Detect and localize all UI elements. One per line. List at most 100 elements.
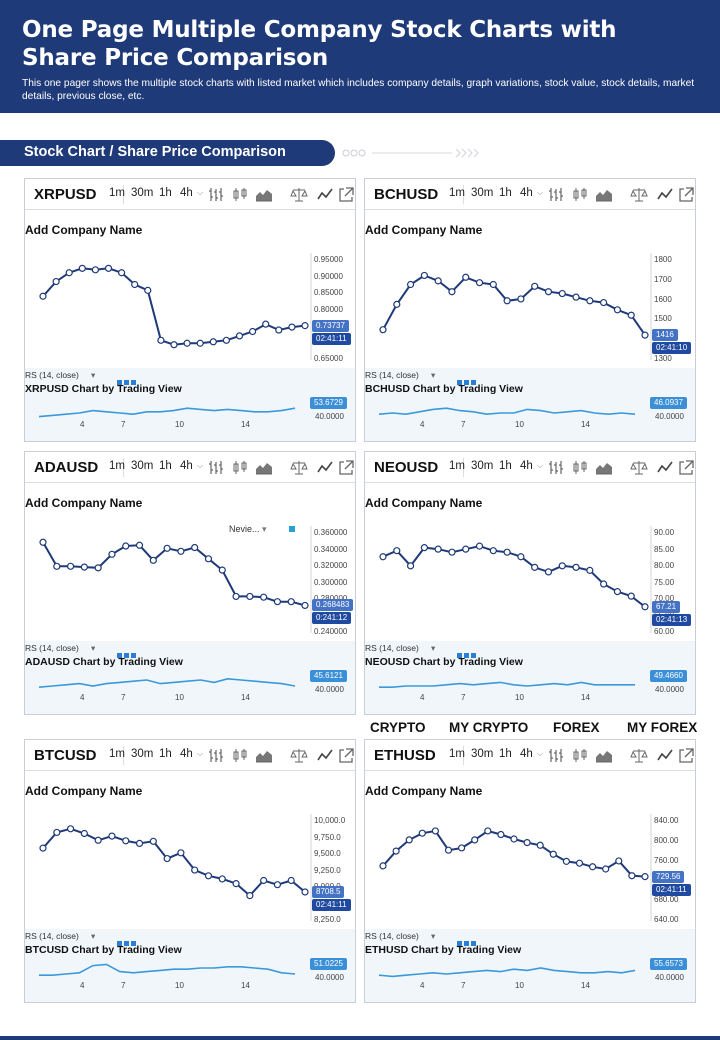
timeframe-30m[interactable]: 30m — [471, 187, 494, 199]
candles-icon[interactable] — [231, 747, 249, 764]
timeframe-4h[interactable]: 4h — [520, 460, 533, 472]
compare-icon[interactable] — [630, 186, 648, 203]
company-name-label[interactable]: Add Company Name — [365, 496, 483, 510]
timeframe-1h[interactable]: 1h — [499, 460, 512, 472]
indicator-icon[interactable] — [316, 459, 334, 476]
timeframe-1m[interactable]: 1m — [109, 748, 125, 760]
area-chart-icon[interactable] — [595, 747, 613, 764]
indicator-icon[interactable] — [656, 747, 674, 764]
chevron-down-icon[interactable]: ⌵ — [197, 749, 204, 758]
rs-label[interactable]: RS (14, close) — [25, 643, 79, 653]
popout-icon[interactable] — [337, 186, 355, 203]
timeframe-30m[interactable]: 30m — [471, 748, 494, 760]
rs-label[interactable]: RS (14, close) — [25, 370, 79, 380]
candles-icon[interactable] — [571, 459, 589, 476]
tab-crypto[interactable]: CRYPTO — [370, 720, 426, 735]
chevron-down-icon[interactable]: ▾ — [91, 931, 96, 941]
compare-icon[interactable] — [630, 459, 648, 476]
rs-settings-dots[interactable] — [457, 372, 478, 390]
area-chart-icon[interactable] — [255, 186, 273, 203]
timeframe-4h[interactable]: 4h — [520, 187, 533, 199]
compare-icon[interactable] — [630, 747, 648, 764]
bars-icon[interactable] — [547, 186, 565, 203]
indicator-icon[interactable] — [316, 186, 334, 203]
indicator-icon[interactable] — [656, 186, 674, 203]
timeframe-4h[interactable]: 4h — [180, 460, 193, 472]
symbol-label[interactable]: ETHUSD — [374, 747, 436, 764]
symbol-label[interactable]: BCHUSD — [374, 186, 439, 203]
chevron-down-icon[interactable]: ⌵ — [537, 749, 544, 758]
indicator-icon[interactable] — [656, 459, 674, 476]
chevron-down-icon[interactable]: ▾ — [431, 370, 436, 380]
symbol-label[interactable]: BTCUSD — [34, 747, 97, 764]
timeframe-1h[interactable]: 1h — [159, 187, 172, 199]
tab-my-forex[interactable]: MY FOREX — [627, 720, 698, 735]
chevron-down-icon[interactable]: ▾ — [431, 643, 436, 653]
rs-settings-dots[interactable] — [117, 933, 138, 951]
chevron-down-icon[interactable]: ⌵ — [537, 461, 544, 470]
timeframe-1h[interactable]: 1h — [159, 460, 172, 472]
timeframe-1m[interactable]: 1m — [449, 460, 465, 472]
company-name-label[interactable]: Add Company Name — [365, 784, 483, 798]
timeframe-1h[interactable]: 1h — [159, 748, 172, 760]
popout-icon[interactable] — [677, 186, 695, 203]
compare-icon[interactable] — [290, 747, 308, 764]
popout-icon[interactable] — [677, 459, 695, 476]
candles-icon[interactable] — [571, 747, 589, 764]
chevron-down-icon[interactable]: ⌵ — [537, 188, 544, 197]
company-name-label[interactable]: Add Company Name — [25, 223, 143, 237]
area-chart-icon[interactable] — [255, 459, 273, 476]
symbol-label[interactable]: XRPUSD — [34, 186, 97, 203]
timeframe-4h[interactable]: 4h — [180, 748, 193, 760]
timeframe-1m[interactable]: 1m — [449, 187, 465, 199]
symbol-label[interactable]: NEOUSD — [374, 459, 439, 476]
timeframe-30m[interactable]: 30m — [131, 187, 154, 199]
chevron-down-icon[interactable]: ▾ — [259, 524, 267, 534]
timeframe-4h[interactable]: 4h — [180, 187, 193, 199]
popout-icon[interactable] — [677, 747, 695, 764]
rs-settings-dots[interactable] — [117, 372, 138, 390]
bars-icon[interactable] — [207, 747, 225, 764]
bars-icon[interactable] — [207, 186, 225, 203]
timeframe-30m[interactable]: 30m — [131, 748, 154, 760]
chevron-down-icon[interactable]: ▾ — [91, 370, 96, 380]
timeframe-1h[interactable]: 1h — [499, 187, 512, 199]
candles-icon[interactable] — [571, 186, 589, 203]
timeframe-1m[interactable]: 1m — [109, 187, 125, 199]
bars-icon[interactable] — [547, 747, 565, 764]
rs-label[interactable]: RS (14, close) — [365, 931, 419, 941]
area-chart-icon[interactable] — [255, 747, 273, 764]
candles-icon[interactable] — [231, 459, 249, 476]
rs-settings-dots[interactable] — [457, 645, 478, 663]
chevron-down-icon[interactable]: ▾ — [431, 931, 436, 941]
chevron-down-icon[interactable]: ▾ — [91, 643, 96, 653]
timeframe-1m[interactable]: 1m — [109, 460, 125, 472]
chevron-down-icon[interactable]: ⌵ — [197, 461, 204, 470]
company-name-label[interactable]: Add Company Name — [25, 784, 143, 798]
rs-label[interactable]: RS (14, close) — [365, 643, 419, 653]
area-chart-icon[interactable] — [595, 459, 613, 476]
candles-icon[interactable] — [231, 186, 249, 203]
timeframe-30m[interactable]: 30m — [471, 460, 494, 472]
rs-label[interactable]: RS (14, close) — [365, 370, 419, 380]
area-chart-icon[interactable] — [595, 186, 613, 203]
company-name-label[interactable]: Add Company Name — [25, 496, 143, 510]
symbol-label[interactable]: ADAUSD — [34, 459, 99, 476]
tab-forex[interactable]: FOREX — [553, 720, 600, 735]
rs-label[interactable]: RS (14, close) — [25, 931, 79, 941]
timeframe-30m[interactable]: 30m — [131, 460, 154, 472]
chevron-down-icon[interactable]: ⌵ — [197, 188, 204, 197]
indicator-icon[interactable] — [316, 747, 334, 764]
rs-settings-dots[interactable] — [457, 933, 478, 951]
popout-icon[interactable] — [337, 747, 355, 764]
tab-my-crypto[interactable]: MY CRYPTO — [449, 720, 529, 735]
bars-icon[interactable] — [207, 459, 225, 476]
popout-icon[interactable] — [337, 459, 355, 476]
timeframe-1h[interactable]: 1h — [499, 748, 512, 760]
company-name-label[interactable]: Add Company Name — [365, 223, 483, 237]
rs-settings-dots[interactable] — [117, 645, 138, 663]
timeframe-1m[interactable]: 1m — [449, 748, 465, 760]
bars-icon[interactable] — [547, 459, 565, 476]
compare-icon[interactable] — [290, 186, 308, 203]
compare-icon[interactable] — [290, 459, 308, 476]
